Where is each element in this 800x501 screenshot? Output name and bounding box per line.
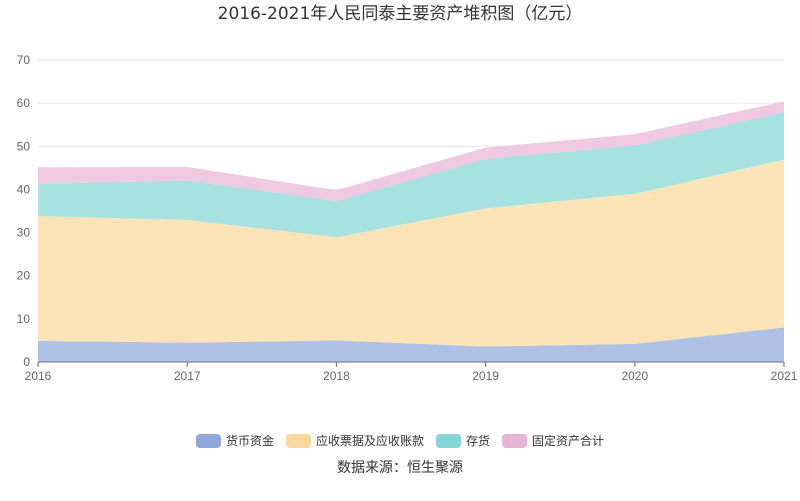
area-货币资金 [38,327,784,362]
x-tick-label: 2021 [771,369,798,383]
legend-item[interactable]: 应收票据及应收账款 [285,433,424,448]
area-应收票据及应收账款 [38,159,784,347]
legend-label: 货币资金 [226,433,274,448]
legend-swatch [502,434,528,448]
legend-label: 存货 [466,433,490,448]
y-tick-label: 60 [17,96,31,110]
area-存货 [38,112,784,238]
y-tick-label: 70 [17,53,31,67]
x-tick-label: 2016 [25,369,52,383]
legend-item[interactable]: 固定资产合计 [502,433,604,448]
y-tick-label: 30 [17,226,31,240]
source-note: 数据来源：恒生聚源 [337,460,463,476]
legend-swatch [195,434,221,448]
axes: 0 10 20 30 40 50 60 70 2016 2017 2018 2019 2020 2021 [17,53,798,383]
legend-label: 应收票据及应收账款 [316,433,424,448]
x-tick-label: 2018 [323,369,350,383]
chart-title: 2016-2021年人民同泰主要资产堆积图（亿元） [218,4,583,24]
y-tick-label: 10 [17,312,31,326]
x-tick-label: 2019 [472,369,499,383]
area-series [38,101,784,362]
legend: 货币资金 应收票据及应收账款 存货 固定资产合计 [195,433,604,448]
legend-item[interactable]: 货币资金 [195,433,274,448]
y-tick-label: 0 [23,355,30,369]
legend-swatch [285,434,311,448]
y-tick-label: 40 [17,182,31,196]
y-tick-label: 50 [17,139,31,153]
x-tick-label: 2017 [174,369,201,383]
legend-swatch [436,434,461,448]
area-固定资产合计 [38,101,784,202]
legend-item[interactable]: 存货 [436,433,490,448]
x-tick-label: 2020 [621,369,648,383]
legend-label: 固定资产合计 [532,433,604,448]
y-tick-label: 20 [17,269,31,283]
